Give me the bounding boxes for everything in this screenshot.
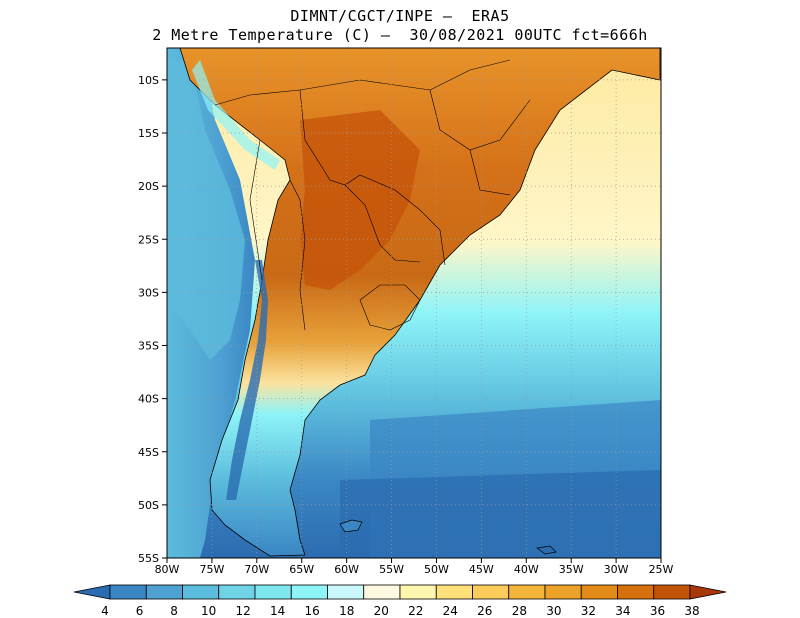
lon-tick-label: 45W — [469, 563, 494, 576]
colorbar-label: 28 — [512, 604, 527, 618]
colorbar-swatch — [109, 584, 147, 600]
colorbar-swatch — [544, 584, 582, 600]
lon-tick-label: 40W — [514, 563, 539, 576]
south-georgia-island — [536, 545, 557, 555]
colorbar-swatch — [363, 584, 401, 600]
falkland-islands — [339, 519, 363, 533]
colorbar-label: 36 — [650, 604, 665, 618]
colorbar-swatch — [182, 584, 220, 600]
colorbar-label: 4 — [101, 604, 109, 618]
map-title-line2: 2 Metre Temperature (C) – 30/08/2021 00U… — [152, 26, 648, 44]
coldest-ocean-band — [340, 470, 661, 558]
lat-tick-label: 10S — [138, 74, 159, 87]
colorbar-swatch — [218, 584, 256, 600]
andes-cold-ridge — [226, 260, 268, 500]
colorbar-swatch — [145, 584, 183, 600]
andes-north-strip — [192, 60, 280, 170]
lat-tick-label: 30S — [138, 286, 159, 299]
lon-tick-label: 60W — [334, 563, 359, 576]
south-america-landmass — [179, 48, 661, 557]
lon-tick-label: 30W — [604, 563, 629, 576]
colorbar-label: 14 — [270, 604, 285, 618]
colorbar-swatch — [254, 584, 292, 600]
lon-tick-label: 70W — [244, 563, 269, 576]
colorbar-swatch — [435, 584, 473, 600]
map-title-line1: DIMNT/CGCT/INPE – ERA5 — [290, 7, 510, 25]
lon-tick-label: 35W — [559, 563, 584, 576]
lon-tick-label: 55W — [379, 563, 404, 576]
lat-tick-label: 20S — [138, 180, 159, 193]
lat-tick-label: 35S — [138, 340, 159, 353]
colorbar-label: 22 — [408, 604, 423, 618]
colorbar-swatch — [617, 584, 655, 600]
colorbar-label: 20 — [374, 604, 389, 618]
lon-tick-label: 25W — [649, 563, 674, 576]
colorbar-label: 16 — [305, 604, 320, 618]
colorbar-min-arrow — [73, 584, 111, 600]
lon-tick-label: 80W — [155, 563, 180, 576]
colorbar-swatch — [580, 584, 618, 600]
lat-tick-label: 15S — [138, 127, 159, 140]
colorbar-swatch — [472, 584, 510, 600]
colorbar-swatch — [653, 584, 691, 600]
colorbar-label: 18 — [339, 604, 354, 618]
colorbar-label: 8 — [170, 604, 178, 618]
colorbar-label: 32 — [581, 604, 596, 618]
lat-tick-label: 50S — [138, 499, 159, 512]
colorbar-label: 30 — [546, 604, 561, 618]
colorbar-swatch — [399, 584, 437, 600]
lat-tick-label: 25S — [138, 233, 159, 246]
colorbar-swatch — [508, 584, 546, 600]
colorbar-label: 12 — [235, 604, 250, 618]
colorbar-label: 38 — [684, 604, 699, 618]
lon-tick-label: 65W — [289, 563, 314, 576]
colorbar-label: 6 — [136, 604, 144, 618]
colorbar-label: 26 — [477, 604, 492, 618]
colorbar-max-arrow — [689, 584, 727, 600]
map-frame — [166, 47, 662, 559]
lon-tick-label: 75W — [199, 563, 224, 576]
colorbar-label: 10 — [201, 604, 216, 618]
lat-tick-label: 55S — [138, 552, 159, 565]
colorbar-swatch — [327, 584, 365, 600]
colorbar-label: 34 — [615, 604, 630, 618]
map-graticule — [167, 48, 661, 558]
lat-tick-label: 45S — [138, 446, 159, 459]
lat-tick-label: 40S — [138, 393, 159, 406]
colorbar: 4 6 8 10 12 14 16 18 20 22 24 26 28 30 32 34 36 38 — [73, 584, 727, 618]
lon-tick-label: 50W — [424, 563, 449, 576]
colorbar-swatch — [290, 584, 328, 600]
colorbar-label: 24 — [443, 604, 458, 618]
pacific-warm-strip — [167, 60, 245, 360]
